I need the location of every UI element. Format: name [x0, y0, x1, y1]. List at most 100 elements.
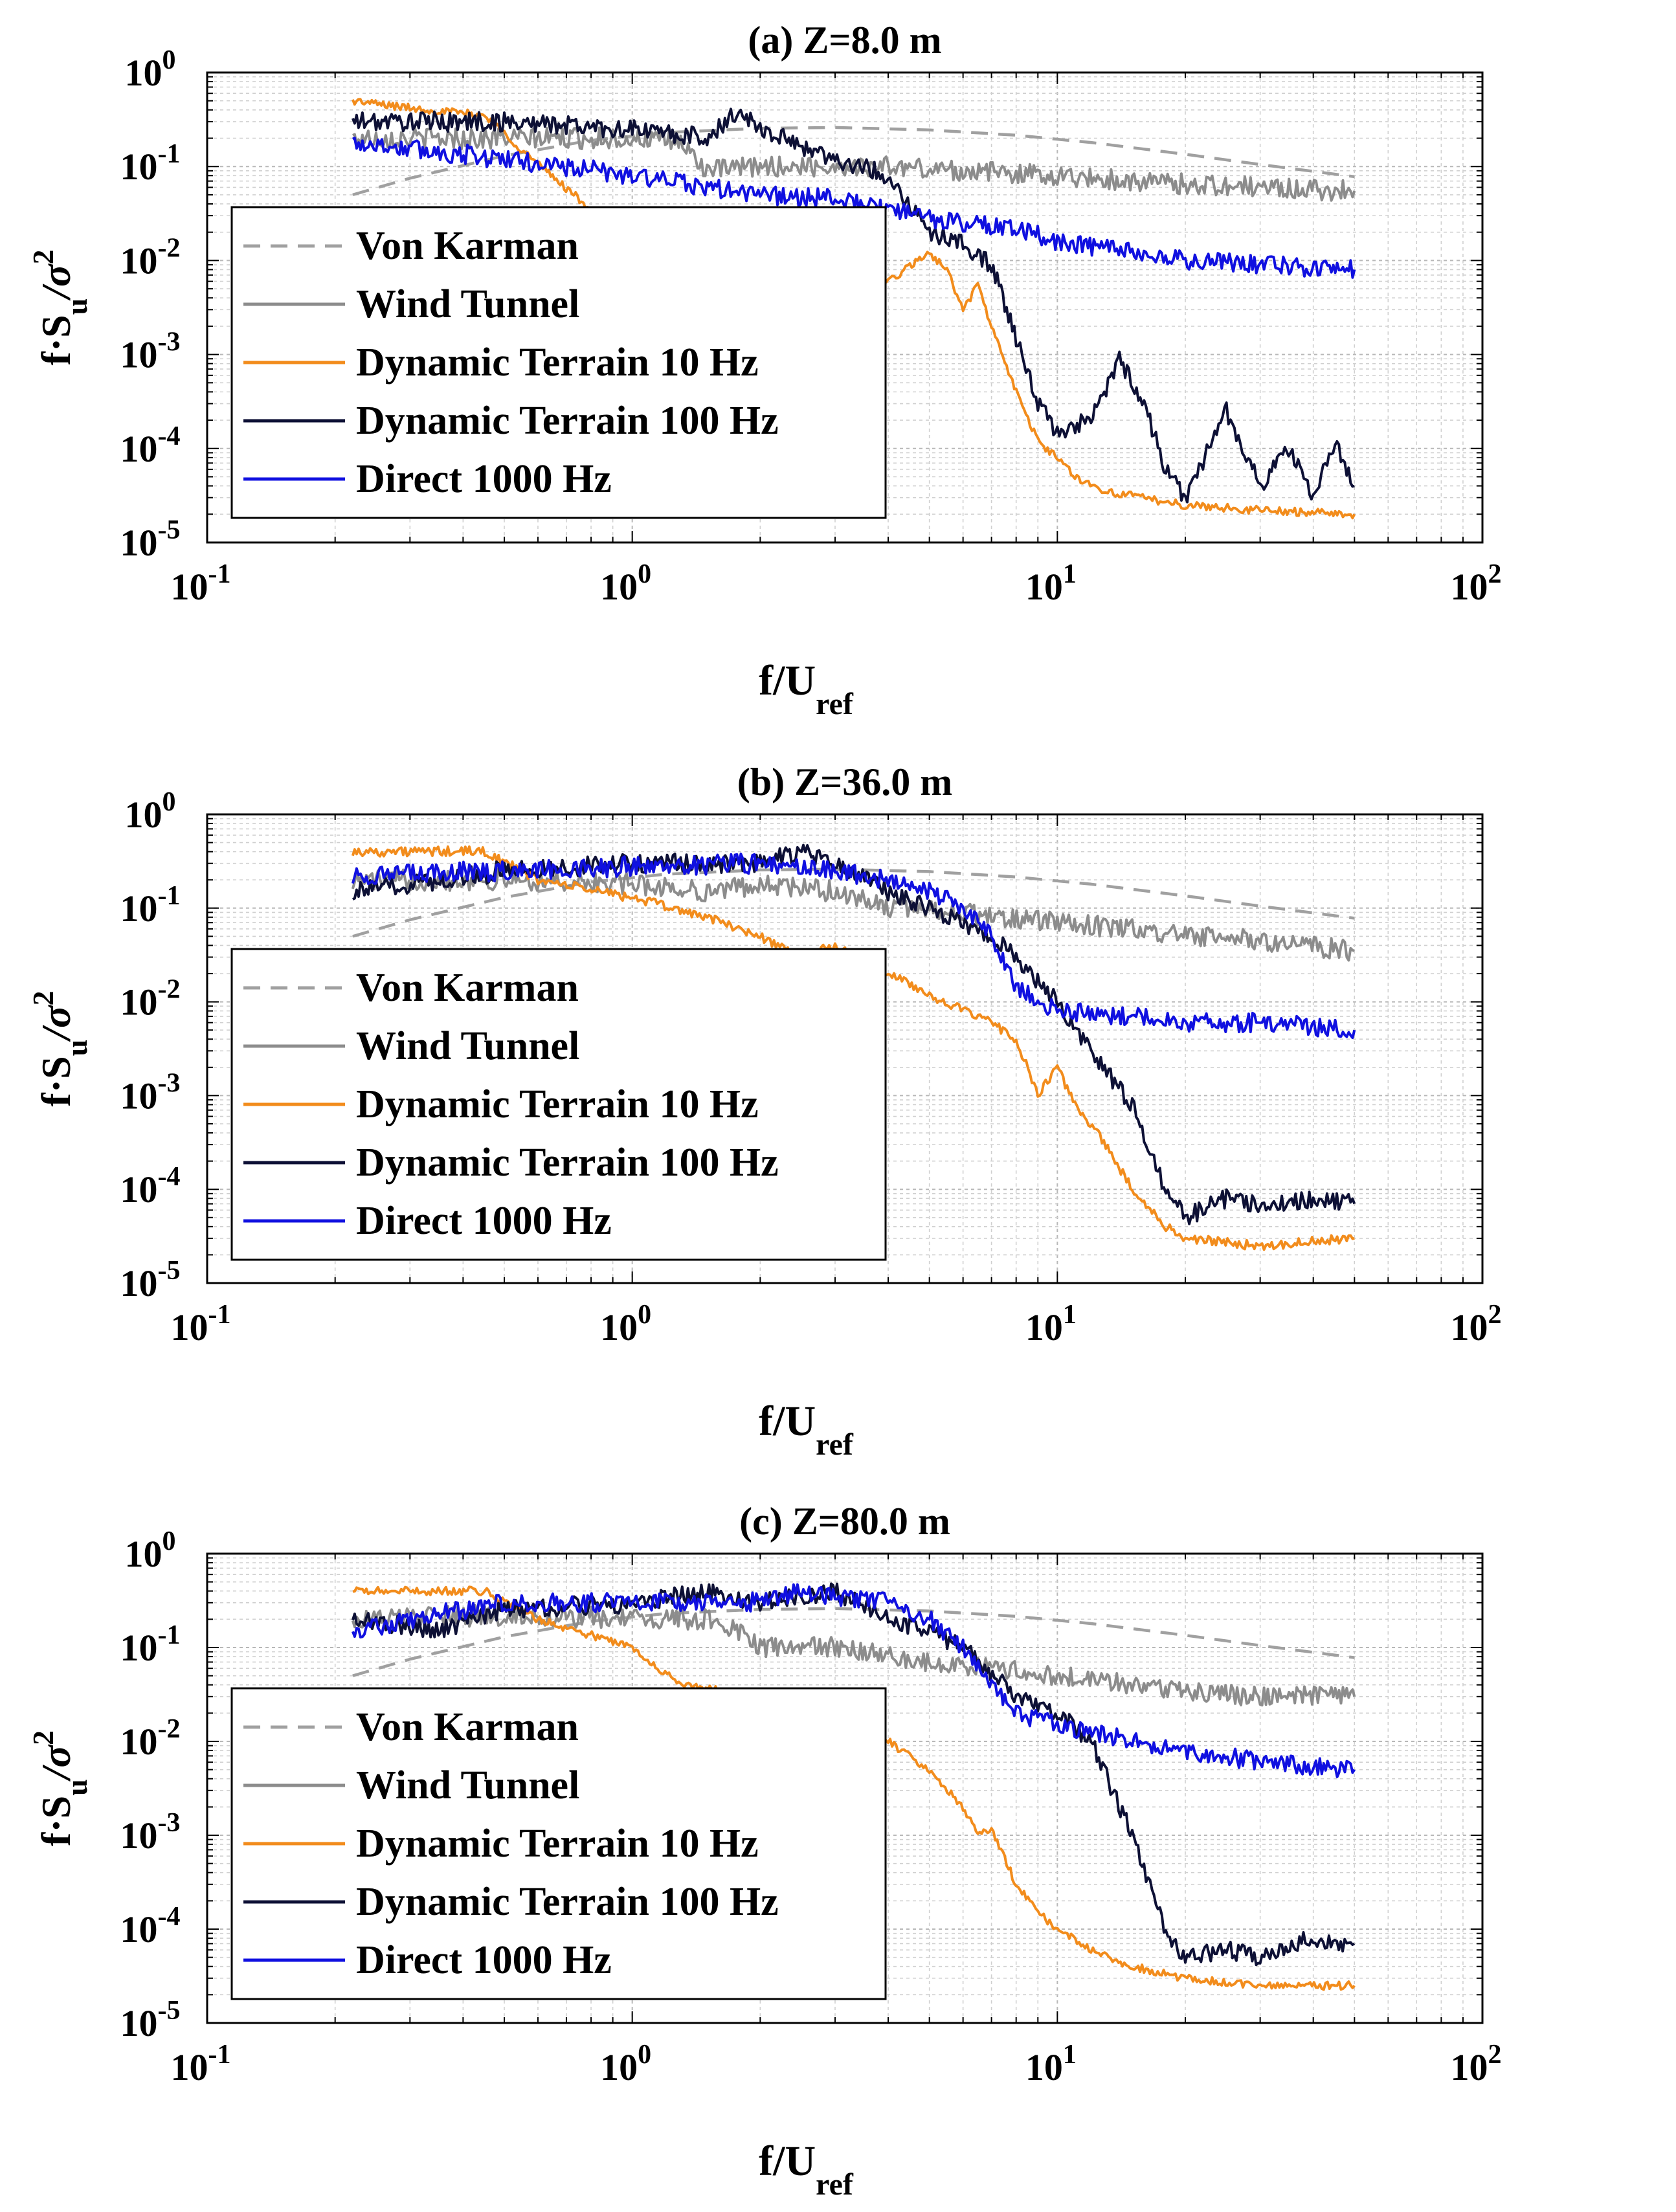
x-tick-label: 101: [1025, 1300, 1077, 1348]
y-tick-label: 10-1: [120, 1620, 181, 1669]
y-tick-label: 100: [125, 787, 176, 836]
legend-label: Direct 1000 Hz: [356, 1938, 612, 1982]
legend-label: Direct 1000 Hz: [356, 457, 612, 501]
y-axis-label-sup: 2: [27, 1730, 60, 1745]
ticks: [207, 72, 1483, 543]
y-axis-label-sup: 2: [27, 990, 60, 1005]
y-tick-label: 10-3: [120, 328, 181, 376]
tick-exponent: 0: [638, 559, 651, 589]
ticks: [207, 1553, 1483, 2024]
chart-title: (c) Z=80.0 m: [739, 1500, 950, 1543]
tick-base: 10: [120, 1627, 158, 1669]
y-axis-label-mid: /σ: [33, 263, 79, 301]
tick-exponent: 1: [1063, 1300, 1077, 1330]
y-axis-label-mid: /σ: [33, 1005, 79, 1042]
grid: [207, 814, 1482, 1283]
legend-label: Dynamic Terrain 100 Hz: [356, 1141, 779, 1185]
y-axis-label: f·Su/σ2: [27, 1730, 93, 1846]
tick-exponent: -3: [158, 1808, 181, 1838]
tick-base: 10: [125, 794, 162, 836]
axes-frame: [206, 813, 1484, 1284]
tick-base: 10: [120, 1075, 158, 1117]
tick-exponent: -1: [208, 559, 231, 589]
y-tick-label: 10-4: [120, 1902, 181, 1950]
legend: Von Karman Wind Tunnel Dynamic Terrain 10 …: [230, 1687, 887, 2000]
tick-exponent: -3: [158, 328, 181, 357]
tick-base: 10: [1451, 566, 1488, 608]
tick-exponent: -4: [158, 1902, 181, 1932]
legend: Von Karman Wind Tunnel Dynamic Terrain 10 …: [230, 206, 887, 519]
y-tick-label: 10-1: [120, 881, 181, 930]
x-tick-label: 102: [1451, 2040, 1502, 2088]
y-axis-label-base: f·S: [33, 1796, 79, 1846]
x-tick-label: 100: [600, 2040, 651, 2088]
x-tick-label: 102: [1451, 1300, 1502, 1348]
tick-base: 10: [120, 1908, 158, 1950]
tick-exponent: 2: [1488, 2040, 1502, 2070]
y-axis-label: f·Su/σ2: [27, 990, 93, 1106]
tick-base: 10: [1025, 2046, 1063, 2088]
tick-exponent: -1: [208, 1300, 231, 1330]
tick-exponent: 2: [1488, 1300, 1502, 1330]
legend-label: Dynamic Terrain 100 Hz: [356, 399, 779, 443]
axes-frame: [206, 71, 1484, 544]
tick-base: 10: [1025, 566, 1063, 608]
chart-panel-1: 10-1 100 101 10210010-110-210-310-410-5(b) …: [27, 761, 1502, 1462]
legend-label: Von Karman: [356, 224, 579, 268]
legend-label: Dynamic Terrain 10 Hz: [356, 1082, 759, 1126]
tick-base: 10: [171, 2046, 208, 2088]
y-axis-label-base: f·S: [33, 1056, 79, 1106]
legend-label: Dynamic Terrain 10 Hz: [356, 1822, 759, 1866]
tick-exponent: 1: [1063, 2040, 1077, 2070]
y-axis-label-base: f·S: [33, 315, 79, 365]
legend-label: Von Karman: [356, 966, 579, 1010]
tick-exponent: -2: [158, 1714, 181, 1744]
y-tick-label: 10-3: [120, 1808, 181, 1857]
tick-base: 10: [600, 1306, 638, 1348]
tick-base: 10: [171, 566, 208, 608]
legend-label: Wind Tunnel: [356, 1763, 579, 1807]
y-axis-label-sub: u: [60, 298, 93, 315]
chart-title: (b) Z=36.0 m: [737, 761, 953, 803]
series-line-1: [351, 867, 1355, 962]
tick-exponent: -5: [158, 1996, 181, 2026]
tick-exponent: 0: [638, 2040, 651, 2070]
x-axis-label-sub: ref: [816, 1427, 854, 1462]
y-axis-label: f·Su/σ2: [27, 249, 93, 365]
x-tick-label: 10-1: [171, 2040, 231, 2088]
y-tick-label: 10-1: [120, 139, 181, 188]
tick-exponent: -2: [158, 233, 181, 263]
tick-base: 10: [125, 1533, 162, 1575]
x-axis-label-main: f/U: [759, 2138, 816, 2185]
series-line-3: [351, 1582, 1356, 1967]
tick-base: 10: [120, 428, 158, 470]
tick-exponent: -1: [158, 1620, 181, 1650]
x-axis-label-sub: ref: [816, 2167, 854, 2202]
series-line-4: [351, 853, 1356, 1040]
x-tick-label: 100: [600, 1300, 651, 1348]
x-axis-label-sub: ref: [816, 687, 854, 721]
tick-base: 10: [171, 1306, 208, 1348]
tick-base: 10: [120, 1815, 158, 1857]
series-line-4: [352, 1583, 1356, 1778]
y-tick-label: 10-5: [120, 1996, 181, 2044]
ticks: [207, 814, 1483, 1284]
tick-base: 10: [120, 522, 158, 564]
y-tick-label: 10-4: [120, 421, 181, 470]
tick-base: 10: [120, 1168, 158, 1211]
y-axis-label-sub: u: [60, 1779, 93, 1796]
x-tick-label: 102: [1451, 559, 1502, 608]
y-axis-label-sub: u: [60, 1040, 93, 1056]
tick-base: 10: [1025, 1306, 1063, 1348]
y-tick-label: 10-2: [120, 1714, 181, 1763]
x-axis-label-main: f/U: [759, 1398, 816, 1445]
x-tick-label: 10-1: [171, 559, 231, 608]
chart-title: (a) Z=8.0 m: [748, 19, 941, 61]
x-tick-label: 10-1: [171, 1300, 231, 1348]
x-tick-label: 101: [1025, 559, 1077, 608]
tick-exponent: -4: [158, 1162, 181, 1192]
tick-base: 10: [600, 566, 638, 608]
tick-base: 10: [120, 240, 158, 282]
tick-exponent: -4: [158, 421, 181, 451]
